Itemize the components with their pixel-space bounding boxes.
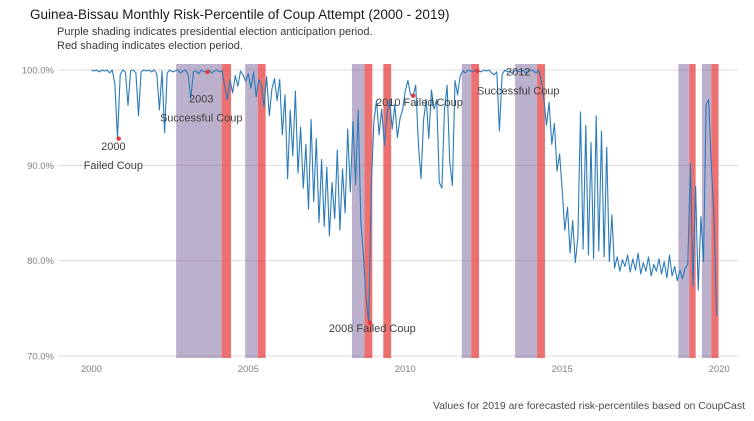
x-axis-tick-label: 2010 [395,364,416,375]
2000-failed-coup-label: 2000 [101,141,125,153]
election-period-band [364,64,373,358]
election-period-band [383,64,392,358]
y-axis-tick-label: 90.0% [27,161,54,172]
election-anticipation-band [245,64,258,358]
election-period-band [689,64,696,358]
2012-successful-coup-label: Successful Coup [477,86,560,98]
y-axis-tick-label: 100.0% [22,66,55,77]
2012-successful-coup-dot [475,68,480,74]
election-anticipation-band [461,64,472,358]
2008-failed-coup-dot [367,320,373,325]
election-anticipation-band [701,64,712,358]
2012-successful-coup-label: 2012 [506,67,530,79]
election-anticipation-band [176,64,222,358]
election-period-band [221,64,232,358]
y-axis-tick-label: 80.0% [27,256,54,267]
y-axis-tick-label: 70.0% [27,352,54,363]
2010-failed-coup-dot [410,93,416,98]
2003-successful-coup-label: Successful Coup [160,112,243,124]
2003-successful-coup-dot [205,69,210,75]
election-anticipation-band [678,64,690,358]
election-anticipation-band [515,64,538,358]
chart-title: Guinea-Bissau Monthly Risk-Percentile of… [30,7,450,22]
chart-caption: Values for 2019 are forecasted risk-perc… [432,400,745,412]
2000-failed-coup-label: Failed Coup [84,160,143,172]
election-period-band [711,64,719,358]
election-period-band [471,64,480,358]
2008-failed-coup-label: 2008 Failed Coup [329,323,416,335]
x-axis-tick-label: 2000 [81,364,102,375]
x-axis-tick-label: 2015 [552,364,573,375]
election-anticipation-band [351,64,365,358]
chart-subtitle-purple-note: Purple shading indicates presidential el… [57,26,373,38]
election-period-band [257,64,266,358]
chart-subtitle-red-note: Red shading indicates election period. [57,40,243,52]
x-axis-tick-label: 2005 [238,364,259,375]
risk-percentile-line [91,69,718,324]
election-period-band [537,64,545,358]
2000-failed-coup-dot [116,136,121,141]
2010-failed-coup-label: 2010 Failed Coup [376,97,463,109]
2003-successful-coup-label: 2003 [189,93,213,105]
x-axis-tick-label: 2020 [709,364,730,375]
